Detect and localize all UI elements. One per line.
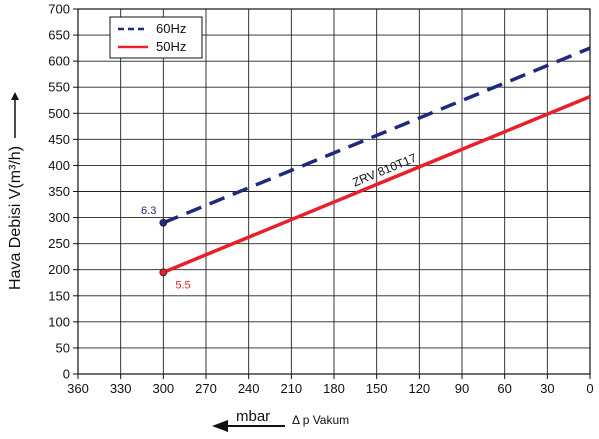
x-tick-label: 60 [497,381,511,396]
series-line-60hz [162,46,591,225]
x-tick-label: 240 [238,381,260,396]
x-tick-label: 210 [280,381,302,396]
y-tick-label: 150 [48,288,70,303]
series-start-point-50hz [159,268,168,277]
x-axis-label: mbar [236,408,270,425]
y-tick-label: 700 [48,2,70,17]
y-tick-label: 550 [48,80,70,95]
legend: 60Hz 50Hz [109,16,203,59]
y-tick-label: 600 [48,54,70,69]
y-tick-label: 50 [56,340,70,355]
grid [77,8,591,375]
y-tick-label: 400 [48,158,70,173]
x-tick-label: 30 [540,381,554,396]
x-tick-label: 150 [366,381,388,396]
y-axis-ticks: 0 50 100 150 200 250 300 350 400 450 500 550 600 650 7… [48,2,78,382]
series: 6.3 5.5 [141,46,591,291]
y-tick-label: 250 [48,236,70,251]
x-axis-label-group: mbar Δ p Vakum [212,408,349,432]
x-axis-ticks: 360 330 300 270 240 210 180 150 120 90 60 30 0 [67,374,594,396]
x-tick-label: 90 [455,381,469,396]
y-axis-label-group: Hava Debisi V(m³/h) [7,92,24,290]
y-tick-label: 350 [48,184,70,199]
x-tick-label: 120 [408,381,430,396]
x-tick-label: 180 [323,381,345,396]
x-axis-sublabel: Δ p Vakum [292,413,349,427]
legend-label-60hz: 60Hz [156,21,186,36]
y-tick-label: 500 [48,106,70,121]
y-tick-label: 450 [48,132,70,147]
y-tick-label: 0 [63,367,70,382]
y-axis-label: Hava Debisi V(m³/h) [7,146,24,290]
legend-box [109,16,203,59]
x-tick-label: 330 [110,381,132,396]
y-tick-label: 650 [48,28,70,43]
x-tick-label: 270 [195,381,217,396]
series-start-label-60hz: 6.3 [141,205,156,217]
legend-label-50hz: 50Hz [156,39,186,54]
x-tick-label: 300 [152,381,174,396]
x-tick-label: 0 [586,381,593,396]
y-tick-label: 100 [48,314,70,329]
x-axis-arrow-head [212,420,228,432]
y-tick-label: 200 [48,262,70,277]
x-tick-label: 360 [67,381,89,396]
series-start-point-60hz [159,218,168,227]
y-tick-label: 300 [48,210,70,225]
y-axis-arrow-head [11,92,19,100]
series-line-50hz [162,94,591,274]
series-start-label-50hz: 5.5 [175,279,190,291]
